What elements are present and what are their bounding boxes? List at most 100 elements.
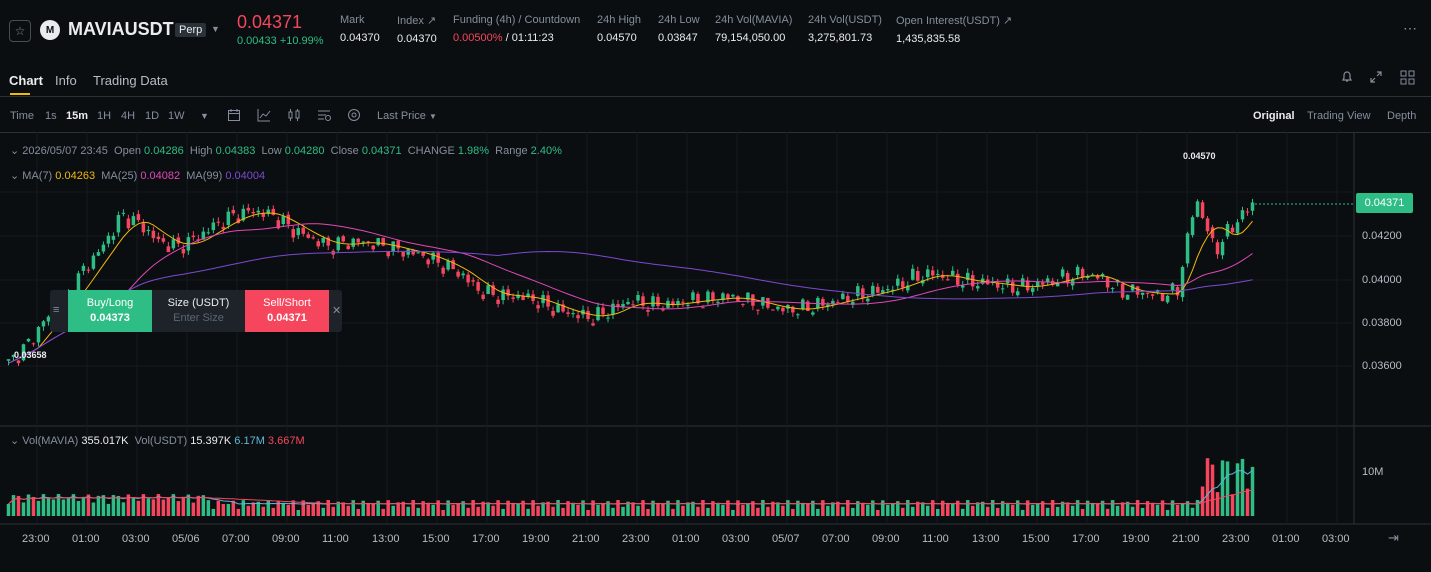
legend-close: 0.04371 <box>361 145 402 157</box>
volume-bar <box>816 508 820 516</box>
close-icon[interactable]: ✕ <box>332 305 342 317</box>
candle-body <box>466 274 470 283</box>
candle-body <box>36 327 41 343</box>
legend-collapse-icon[interactable]: ⌄ <box>10 170 20 182</box>
volume-bar <box>266 500 271 516</box>
volume-bar <box>76 500 81 516</box>
volume-bar <box>726 500 730 516</box>
candle-body <box>591 323 595 326</box>
interval-15m[interactable]: 15m <box>66 110 89 122</box>
candle-body <box>881 290 885 293</box>
legend-close-label: Close <box>330 145 359 157</box>
interval-1h[interactable]: 1H <box>97 110 112 122</box>
volume-bar <box>945 503 950 516</box>
candle-body <box>476 282 480 291</box>
candle-body <box>1060 269 1065 277</box>
sell-short-button[interactable]: Sell/Short 0.04371 <box>245 290 329 332</box>
candle-body <box>191 235 196 238</box>
buy-long-button[interactable]: Buy/Long 0.04373 <box>68 290 152 332</box>
last-price: 0.04371 <box>237 12 303 32</box>
volume-bar <box>651 500 655 516</box>
candle-body <box>426 259 430 265</box>
volume-bar <box>476 506 480 516</box>
volume-bar <box>636 505 640 516</box>
volume-bar <box>36 500 41 516</box>
interval-1s[interactable]: 1s <box>45 110 57 122</box>
interval-dropdown-icon[interactable]: ▼ <box>200 111 209 121</box>
volume-bar <box>941 500 945 516</box>
volume-bar <box>1020 509 1025 516</box>
interval-1w[interactable]: 1W <box>168 110 185 122</box>
legend-collapse-icon[interactable]: ⌄ <box>10 435 20 447</box>
candle-body <box>841 293 845 300</box>
candle-body <box>831 300 835 305</box>
contract-type-badge: Perp <box>175 23 207 37</box>
interval-time[interactable]: Time <box>10 110 35 122</box>
interval-4h[interactable]: 4H <box>121 110 136 122</box>
volume-bar <box>871 500 875 516</box>
settings-list-icon[interactable] <box>317 108 332 125</box>
interval-1d[interactable]: 1D <box>145 110 160 122</box>
volume-bar <box>1140 507 1145 516</box>
volume-bar <box>186 494 191 516</box>
price-type-select[interactable]: Last Price ▼ <box>377 110 437 122</box>
volume-bar <box>541 502 545 516</box>
volume-bar <box>351 500 355 516</box>
volume-bar <box>756 507 760 516</box>
volume-bar <box>711 501 715 516</box>
volume-bar <box>501 508 505 516</box>
ma99-value: 0.04004 <box>225 170 266 182</box>
sell-label: Sell/Short <box>263 297 311 309</box>
candle-body <box>241 208 246 221</box>
expand-icon[interactable] <box>1369 70 1383 87</box>
volume-bar <box>51 499 56 516</box>
gear-icon[interactable] <box>347 108 361 125</box>
volume-bar <box>271 507 276 516</box>
legend-collapse-icon[interactable]: ⌄ <box>10 145 20 157</box>
layout-grid-icon[interactable] <box>1400 70 1415 88</box>
tab-trading-data[interactable]: Trading Data <box>93 73 168 88</box>
axis-settings-icon[interactable]: ⇥ <box>1388 530 1399 545</box>
stat-index[interactable]: Index ↗ 0.04370 <box>397 14 437 45</box>
x-tick: 21:00 <box>572 533 600 545</box>
x-tick: 09:00 <box>872 533 900 545</box>
calendar-icon[interactable] <box>227 108 241 125</box>
volume-bar <box>431 504 435 516</box>
price-chart[interactable] <box>0 132 1431 572</box>
candle-type-icon[interactable] <box>287 108 301 125</box>
candle-body <box>216 221 221 223</box>
volume-bar <box>391 505 395 516</box>
candle-body <box>1085 276 1090 278</box>
chevron-down-icon[interactable]: ▼ <box>211 24 220 34</box>
volume-bar <box>1155 504 1160 516</box>
tab-chart[interactable]: Chart <box>9 73 43 88</box>
volume-bar <box>281 503 286 516</box>
favorite-star-icon[interactable]: ☆ <box>9 20 31 42</box>
more-options-icon[interactable]: ⋯ <box>1403 20 1418 36</box>
view-depth[interactable]: Depth <box>1387 110 1417 122</box>
candle-body <box>231 209 236 214</box>
symbol-name[interactable]: MAVIAUSDT <box>68 19 174 39</box>
volume-bar <box>1000 501 1005 516</box>
indicator-icon[interactable] <box>257 108 271 125</box>
stat-open-interest[interactable]: Open Interest(USDT) ↗ 1,435,835.58 <box>896 14 1012 45</box>
drag-handle-icon[interactable]: ≡ <box>53 304 60 316</box>
candle-body <box>96 252 101 256</box>
candle-body <box>411 249 415 255</box>
view-original[interactable]: Original <box>1253 110 1295 122</box>
candle-body <box>871 285 875 295</box>
candle-body <box>1165 295 1170 303</box>
candle-body <box>931 270 935 276</box>
size-input[interactable]: Size (USDT) Enter Size <box>152 290 245 332</box>
candle-body <box>950 270 955 276</box>
x-tick: 03:00 <box>122 533 150 545</box>
tab-info[interactable]: Info <box>55 73 77 88</box>
x-tick: 09:00 <box>272 533 300 545</box>
bell-icon[interactable] <box>1340 70 1354 87</box>
candle-body <box>796 314 800 316</box>
view-trading-view[interactable]: Trading View <box>1307 110 1371 122</box>
volume-bar <box>561 507 565 516</box>
volume-bar <box>906 500 910 516</box>
candle-body <box>1075 266 1080 276</box>
candle-body <box>346 245 350 250</box>
